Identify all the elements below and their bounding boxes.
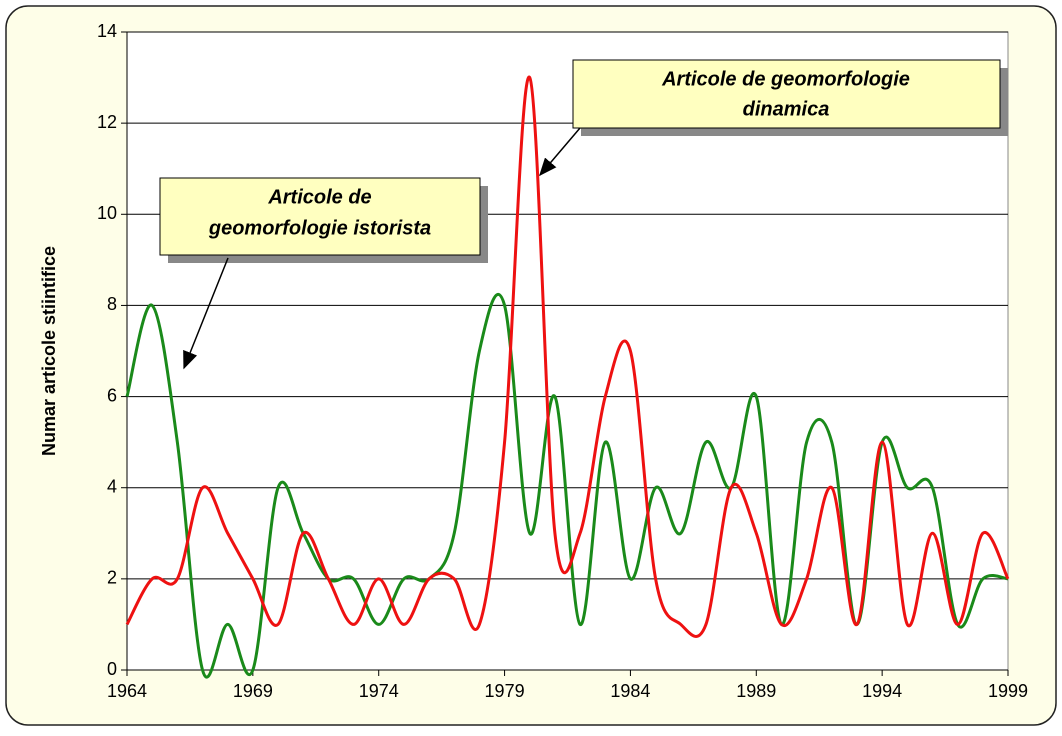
y-axis-label: Numar articole stiintifice (39, 246, 59, 456)
x-tick-label: 1994 (862, 681, 902, 701)
x-tick-label: 1989 (736, 681, 776, 701)
annotation-arrow (539, 127, 581, 177)
x-tick-label: 1964 (107, 681, 147, 701)
x-tick-label: 1984 (610, 681, 650, 701)
y-tick-label: 14 (97, 21, 117, 41)
y-tick-label: 4 (107, 476, 117, 496)
x-tick-label: 1979 (485, 681, 525, 701)
x-tick-label: 1969 (233, 681, 273, 701)
y-tick-label: 2 (107, 568, 117, 588)
y-tick-label: 0 (107, 659, 117, 679)
annotation-text: dinamica (743, 98, 830, 120)
annotation-text: Articole de (267, 186, 371, 208)
x-tick-label: 1974 (359, 681, 399, 701)
annotation-text: geomorfologie istorista (208, 217, 431, 239)
plot-area (126, 31, 1009, 671)
series-line (125, 76, 1010, 638)
y-tick-label: 6 (107, 385, 117, 405)
annotation: Articole de geomorfologie dinamica (539, 59, 1008, 177)
annotation-text: Articole de geomorfologie (661, 68, 910, 90)
plot: 0 2 4 6 8 10 12 14 1964 1969 1974 1979 1984 1989 1994 1… (97, 21, 1028, 701)
annotation: Articole de geomorfologie istorista (159, 177, 488, 370)
y-tick-label: 10 (97, 203, 117, 223)
y-tick-label: 8 (107, 294, 117, 314)
annotation-arrow (183, 257, 229, 370)
annotation-box (159, 177, 481, 256)
x-tick-label: 1999 (988, 681, 1028, 701)
annotation-box (572, 59, 1001, 129)
y-tick-label: 12 (97, 112, 117, 132)
